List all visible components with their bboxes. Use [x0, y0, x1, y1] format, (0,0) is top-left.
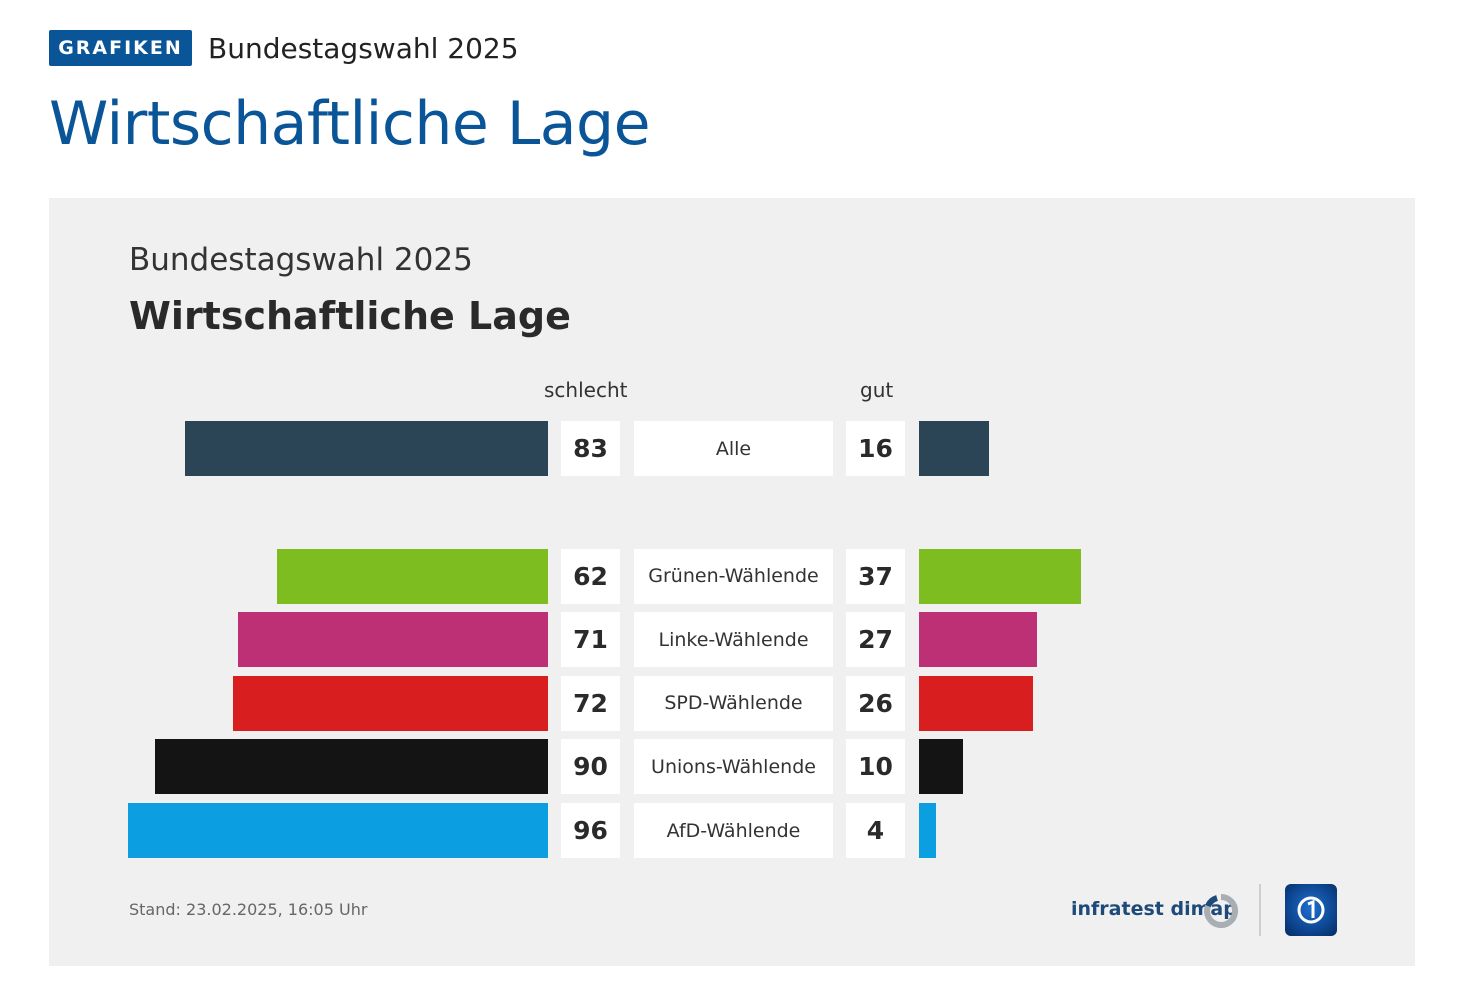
- value-box-gut-spd-wählende: 26: [846, 675, 905, 731]
- value-gut-linke-wählende: 27: [858, 625, 893, 655]
- value-schlecht-spd-wählende: 72: [573, 688, 608, 718]
- bar-schlecht-unions-wählende: [154, 739, 548, 795]
- category-label-unions-wählende: Unions-Wählende: [651, 755, 816, 778]
- bar-gut-grünen-wählende: [919, 548, 1081, 604]
- chart-subtitle: Bundestagswahl 2025: [129, 242, 473, 278]
- value-gut-unions-wählende: 10: [858, 752, 893, 782]
- value-box-schlecht-unions-wählende: 90: [561, 739, 620, 795]
- category-box-alle: Alle: [634, 421, 833, 476]
- column-header-gut: gut: [860, 378, 894, 402]
- value-schlecht-alle: 83: [573, 434, 608, 463]
- page-title: Wirtschaftliche Lage: [49, 89, 651, 159]
- bar-schlecht-afd-wählende: [128, 803, 548, 858]
- header-subtitle: Bundestagswahl 2025: [208, 31, 519, 65]
- infratest-dimap-logo-icon: [1204, 894, 1239, 928]
- source-label: infratest dimap: [1071, 898, 1237, 920]
- category-label-spd-wählende: SPD-Wählende: [664, 692, 803, 715]
- value-box-gut-afd-wählende: 4: [846, 803, 905, 858]
- bar-gut-linke-wählende: [919, 612, 1037, 668]
- value-box-gut-unions-wählende: 10: [846, 739, 905, 795]
- value-gut-grünen-wählende: 37: [858, 561, 893, 591]
- category-box-linke-wählende: Linke-Wählende: [634, 612, 833, 668]
- value-schlecht-linke-wählende: 71: [573, 625, 608, 655]
- bar-gut-unions-wählende: [919, 739, 963, 795]
- bar-schlecht-grünen-wählende: [277, 548, 548, 604]
- category-label-grünen-wählende: Grünen-Wählende: [648, 565, 819, 588]
- ard-logo-icon: [1285, 884, 1337, 936]
- value-box-schlecht-linke-wählende: 71: [561, 612, 620, 668]
- bar-schlecht-spd-wählende: [233, 675, 548, 731]
- value-gut-afd-wählende: 4: [866, 816, 885, 845]
- value-box-schlecht-afd-wählende: 96: [561, 803, 620, 858]
- section-badge[interactable]: GRAFIKEN: [49, 30, 192, 66]
- bar-schlecht-alle: [185, 421, 548, 476]
- category-box-spd-wählende: SPD-Wählende: [634, 675, 833, 731]
- category-label-linke-wählende: Linke-Wählende: [658, 628, 809, 651]
- category-label-afd-wählende: AfD-Wählende: [666, 819, 801, 842]
- category-box-grünen-wählende: Grünen-Wählende: [634, 548, 833, 604]
- bar-gut-spd-wählende: [919, 675, 1033, 731]
- value-schlecht-afd-wählende: 96: [573, 816, 608, 845]
- bar-schlecht-linke-wählende: [237, 612, 548, 668]
- value-gut-spd-wählende: 26: [858, 688, 893, 718]
- logo-divider: [1259, 884, 1261, 936]
- value-box-gut-linke-wählende: 27: [846, 612, 905, 668]
- value-box-gut-grünen-wählende: 37: [846, 548, 905, 604]
- chart-panel: Bundestagswahl 2025 Wirtschaftliche Lage…: [49, 198, 1415, 966]
- chart-rows: 83 Alle 16 62 Grünen-Wählende 37 71 Linke-Wähle…: [49, 198, 1415, 966]
- stand-timestamp: Stand: 23.02.2025, 16:05 Uhr: [129, 900, 368, 919]
- value-box-schlecht-grünen-wählende: 62: [561, 548, 620, 604]
- value-gut-alle: 16: [858, 434, 893, 463]
- category-box-unions-wählende: Unions-Wählende: [634, 739, 833, 795]
- value-schlecht-unions-wählende: 90: [573, 752, 608, 782]
- value-box-schlecht-spd-wählende: 72: [561, 675, 620, 731]
- category-box-afd-wählende: AfD-Wählende: [634, 803, 833, 858]
- value-box-schlecht-alle: 83: [561, 421, 620, 476]
- column-header-schlecht: schlecht: [544, 378, 628, 402]
- value-schlecht-grünen-wählende: 62: [573, 561, 608, 591]
- category-label-alle: Alle: [715, 437, 752, 460]
- value-box-gut-alle: 16: [846, 421, 905, 476]
- chart-title: Wirtschaftliche Lage: [129, 294, 571, 338]
- bar-gut-alle: [919, 421, 989, 476]
- bar-gut-afd-wählende: [919, 803, 937, 858]
